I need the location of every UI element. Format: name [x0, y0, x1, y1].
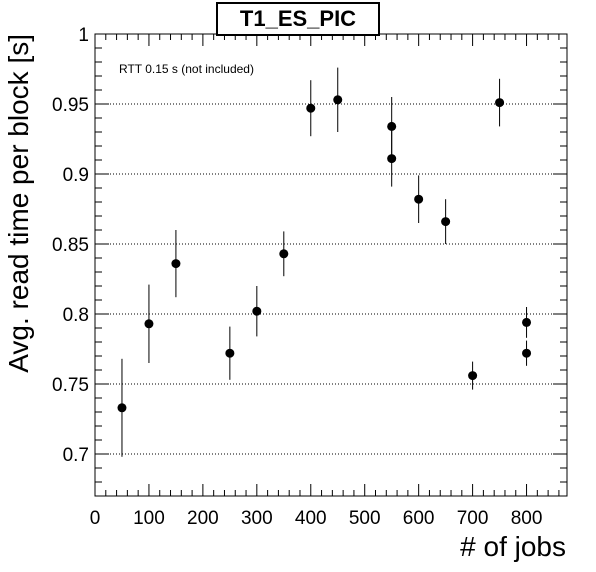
data-point: [306, 80, 316, 137]
data-marker: [225, 348, 235, 358]
data-point: [387, 130, 397, 187]
x-axis-label: # of jobs: [460, 531, 566, 562]
data-point: [522, 340, 532, 366]
data-point: [279, 231, 289, 277]
data-point: [468, 361, 478, 390]
y-axis-label: Avg. read time per block [s]: [3, 34, 34, 373]
data-marker: [333, 95, 343, 105]
data-marker: [306, 103, 316, 113]
y-axis-ticks: 0.7 0.75 0.8 0.85 0.9 0.95 1: [52, 25, 567, 497]
data-point: [117, 358, 127, 457]
data-point: [495, 78, 505, 127]
data-marker: [171, 259, 181, 269]
data-marker: [279, 249, 289, 259]
y-tick-label: 0.85: [52, 235, 89, 256]
x-tick-label: 200: [187, 508, 219, 529]
y-tick-label: 0.95: [52, 95, 89, 116]
data-marker: [441, 217, 451, 227]
x-tick-label: 0: [90, 508, 101, 529]
data-marker: [522, 348, 532, 358]
x-tick-label: 700: [457, 508, 489, 529]
data-marker: [387, 154, 397, 164]
data-point: [414, 175, 424, 223]
data-marker: [495, 98, 505, 108]
data-point: [333, 67, 343, 132]
gridlines: [95, 33, 567, 455]
y-tick-label: 0.75: [52, 375, 89, 396]
x-tick-label: 800: [511, 508, 543, 529]
data-marker: [387, 121, 397, 131]
y-tick-label: 1: [78, 25, 89, 46]
y-tick-label: 0.8: [63, 305, 89, 326]
data-marker: [522, 317, 532, 327]
x-tick-label: 500: [349, 508, 381, 529]
data-point: [144, 284, 154, 363]
data-points: [117, 67, 532, 457]
x-tick-label: 300: [241, 508, 273, 529]
y-tick-label: 0.7: [63, 445, 89, 466]
data-marker: [252, 306, 262, 316]
chart-title: T1_ES_PIC: [216, 2, 380, 36]
data-point: [441, 199, 451, 244]
x-tick-label: 100: [133, 508, 165, 529]
x-tick-label: 600: [403, 508, 435, 529]
data-point: [522, 307, 532, 338]
data-marker: [144, 319, 154, 329]
data-marker: [414, 194, 424, 204]
x-axis-ticks: 0 100 200 300 400 500 600 700 800: [90, 34, 560, 529]
x-tick-label: 400: [295, 508, 327, 529]
data-marker: [117, 403, 127, 413]
rtt-annotation: RTT 0.15 s (not included): [119, 62, 254, 76]
y-tick-label: 0.9: [63, 165, 89, 186]
data-point: [252, 286, 262, 337]
data-point: [225, 326, 235, 380]
data-marker: [468, 371, 478, 381]
data-point: [171, 230, 181, 298]
chart-title-text: T1_ES_PIC: [239, 6, 357, 31]
